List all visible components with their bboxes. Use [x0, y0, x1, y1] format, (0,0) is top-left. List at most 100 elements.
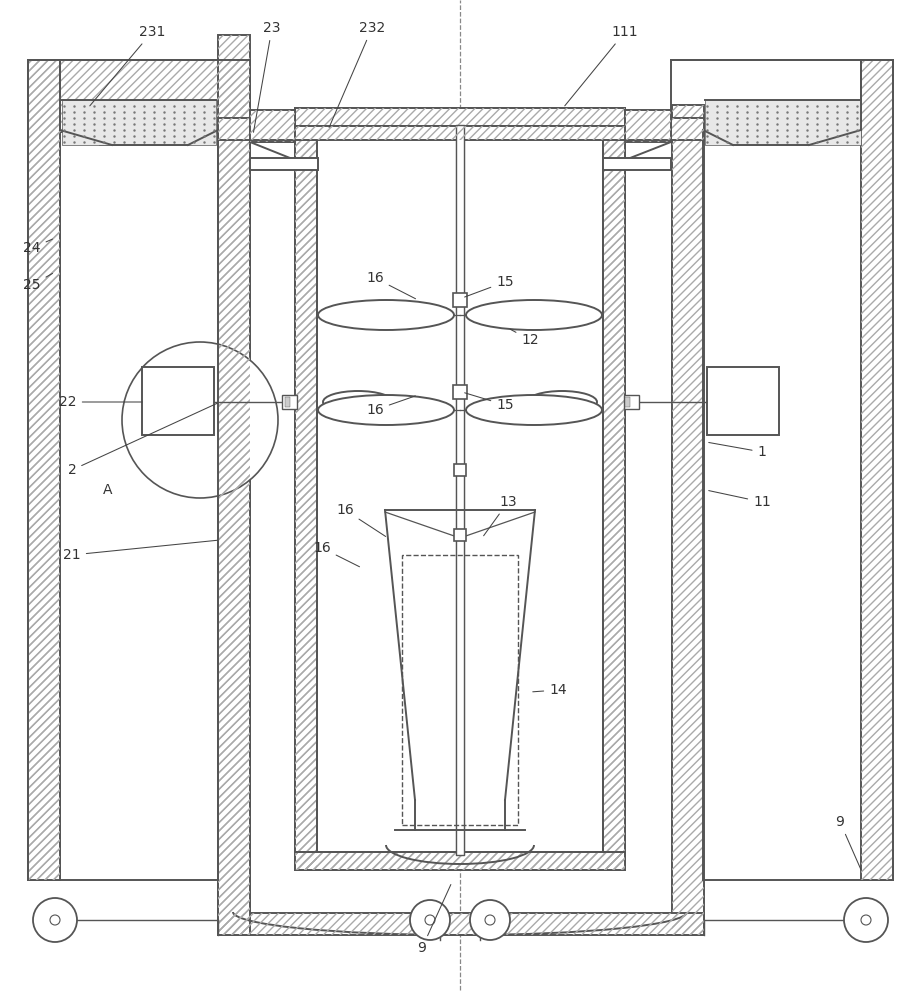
Bar — [295, 852, 625, 870]
Bar — [218, 913, 704, 935]
Bar — [295, 108, 625, 126]
Bar — [295, 852, 625, 870]
Bar — [28, 60, 60, 880]
Text: 22: 22 — [59, 395, 142, 409]
Bar — [295, 852, 625, 870]
Bar — [317, 126, 603, 852]
Bar — [453, 385, 467, 399]
Ellipse shape — [527, 391, 597, 413]
Bar — [295, 108, 625, 128]
Bar — [142, 367, 214, 435]
Bar — [625, 118, 704, 140]
Circle shape — [410, 900, 450, 940]
Polygon shape — [60, 60, 250, 145]
Bar — [250, 110, 295, 140]
Circle shape — [844, 898, 888, 942]
Text: 231: 231 — [89, 25, 165, 106]
Bar — [603, 122, 625, 870]
Bar — [250, 158, 318, 170]
Bar — [453, 293, 467, 307]
Bar — [625, 118, 704, 140]
Bar — [603, 120, 625, 870]
Ellipse shape — [318, 395, 454, 425]
Circle shape — [861, 915, 871, 925]
Text: 24: 24 — [23, 239, 52, 255]
Ellipse shape — [466, 300, 602, 330]
Bar — [295, 122, 317, 870]
Text: 21: 21 — [64, 540, 217, 562]
Bar — [603, 120, 625, 870]
Circle shape — [122, 342, 278, 498]
Bar — [672, 105, 704, 935]
Bar — [282, 395, 297, 409]
Bar — [625, 110, 671, 140]
Bar — [295, 126, 625, 140]
Bar — [707, 367, 779, 435]
Circle shape — [50, 915, 60, 925]
Text: 16: 16 — [336, 503, 386, 536]
Text: 16: 16 — [367, 396, 415, 417]
Bar — [295, 122, 317, 870]
Ellipse shape — [318, 300, 454, 330]
Bar — [28, 60, 60, 880]
Text: 9: 9 — [835, 815, 861, 869]
Bar — [28, 60, 60, 880]
Bar — [218, 35, 250, 935]
Bar — [218, 105, 250, 935]
Bar — [624, 395, 639, 409]
Text: 9: 9 — [417, 885, 451, 955]
Bar — [28, 60, 60, 880]
Text: 25: 25 — [23, 273, 52, 292]
Bar — [603, 158, 671, 170]
Text: 1: 1 — [709, 442, 766, 459]
Text: 16: 16 — [313, 541, 359, 567]
Bar — [285, 397, 290, 407]
Bar — [218, 105, 250, 935]
Bar — [295, 108, 625, 126]
Bar — [250, 110, 295, 140]
Bar — [625, 397, 630, 407]
Polygon shape — [60, 60, 295, 145]
Circle shape — [33, 898, 77, 942]
Text: 23: 23 — [253, 21, 281, 132]
Text: 14: 14 — [532, 683, 566, 697]
Bar — [672, 105, 704, 935]
Bar — [218, 35, 250, 935]
Bar — [626, 122, 671, 142]
Text: 12: 12 — [510, 329, 539, 347]
Circle shape — [485, 915, 495, 925]
Circle shape — [425, 915, 435, 925]
Bar — [295, 108, 625, 128]
Text: 15: 15 — [464, 275, 514, 297]
Ellipse shape — [323, 391, 393, 413]
Bar — [626, 122, 671, 142]
Bar — [454, 464, 466, 476]
Polygon shape — [626, 60, 893, 880]
Text: 13: 13 — [484, 495, 517, 536]
Bar — [250, 122, 295, 142]
Bar — [295, 120, 317, 870]
Polygon shape — [28, 60, 295, 880]
Bar — [603, 122, 625, 870]
Text: 232: 232 — [329, 21, 385, 127]
Ellipse shape — [466, 395, 602, 425]
Bar — [625, 110, 671, 140]
Polygon shape — [62, 100, 216, 145]
Bar — [861, 60, 893, 880]
Bar — [218, 118, 295, 140]
Bar — [218, 118, 295, 140]
Bar — [250, 122, 295, 142]
Text: A: A — [103, 483, 112, 497]
Bar — [402, 555, 518, 825]
Bar — [295, 852, 625, 870]
Text: 11: 11 — [709, 491, 771, 509]
Text: 16: 16 — [367, 271, 415, 299]
Bar — [456, 125, 464, 855]
Text: 2: 2 — [67, 403, 217, 477]
Bar — [295, 120, 317, 870]
Bar — [861, 60, 893, 880]
Text: 111: 111 — [565, 25, 638, 106]
Bar — [295, 126, 625, 140]
Polygon shape — [705, 100, 861, 145]
Circle shape — [470, 900, 510, 940]
